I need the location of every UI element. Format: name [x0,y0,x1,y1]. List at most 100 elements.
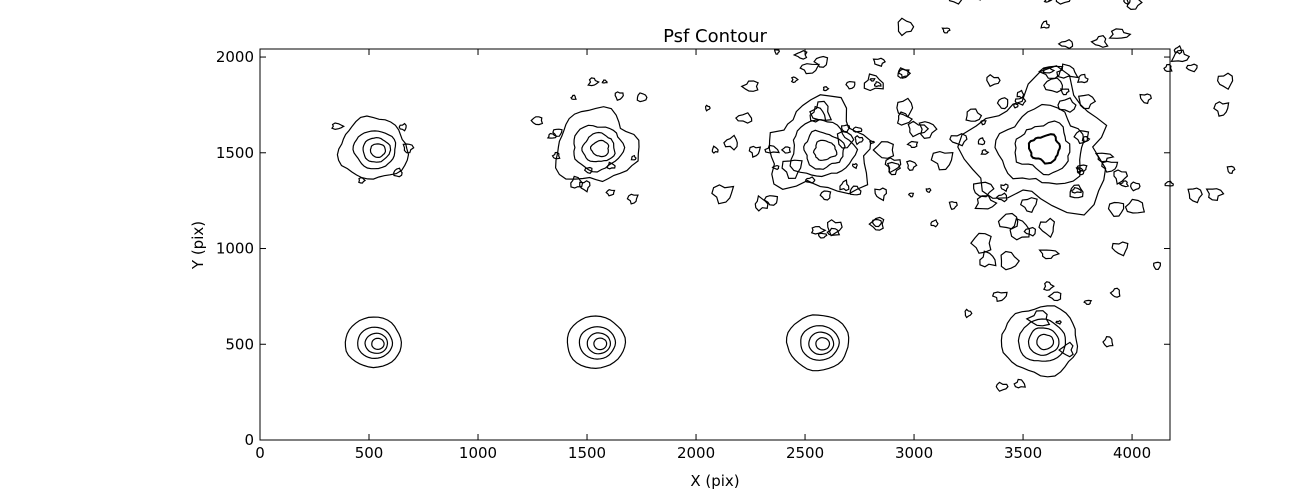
contour-line [357,326,394,360]
contour-line [587,77,600,87]
contour-line [977,137,986,146]
contour-line [1023,226,1037,237]
contour-line [826,227,841,237]
contour-line [872,57,886,67]
contour-line [1126,0,1143,11]
contour-line [845,80,856,90]
x-tick-label: 1500 [568,444,606,462]
contour-line [1038,249,1061,260]
contour-line [840,124,851,133]
contour-line [941,27,951,34]
contour-line [957,65,1108,216]
contour-line [570,94,577,100]
contour-line [854,135,864,146]
contour-line [1055,0,1071,5]
contour-line [748,145,762,158]
contour-line [1173,44,1183,55]
contour-line [804,176,816,184]
contour-line [551,151,561,160]
contour-line [605,189,616,197]
contour-line [809,100,833,122]
contour-line [1043,281,1055,291]
contour-line [907,192,915,198]
contour-line [884,157,902,174]
contour-line [764,144,780,154]
contour-line [1075,164,1088,172]
contour-line [402,143,415,154]
contour-line [996,97,1009,110]
contour-line [723,134,738,151]
contour-line [906,140,919,148]
contour-line [1043,77,1064,93]
contour-line [711,145,719,154]
contour-line [704,104,711,112]
contour-line [872,218,883,228]
contour-line [763,195,779,206]
contour-line [817,232,828,239]
contour-line [948,0,963,5]
contour-line [995,192,1008,203]
contour-line [1213,101,1230,117]
x-tick-label: 2500 [786,444,824,462]
contour-line [1083,299,1093,306]
plot-frame [259,48,1171,441]
contour-line [896,97,914,118]
contour-line [874,187,888,202]
contour-line [1111,241,1129,257]
contour-line [1073,129,1090,145]
contour-line [711,184,735,205]
contour-line [1040,20,1051,29]
x-tick-label: 3500 [1004,444,1042,462]
contour-line [980,149,990,155]
contour-line [808,331,835,356]
contour-line [789,119,859,178]
contour-line [974,195,998,210]
x-tick-label: 1000 [459,444,497,462]
contour-line [1076,170,1085,176]
contour-line [780,146,792,154]
contour-line [1000,305,1079,378]
contour-line [552,128,563,137]
contour-line [965,108,983,122]
contour-line [803,129,846,170]
contour-line [994,103,1085,185]
contour-line [979,250,997,268]
contour-line [1164,180,1174,187]
contour-line [997,212,1019,230]
contour-line [583,166,593,174]
x-tick-label: 0 [255,444,265,462]
contour-line [896,111,914,126]
contour-line [626,193,639,205]
contour-line [570,175,584,189]
contour-line [358,177,367,184]
contour-line [1014,96,1027,106]
contour-line [815,337,831,351]
contour-line [991,291,1008,303]
contour-line [601,79,608,84]
contour-line [371,337,385,351]
contour-line [819,190,832,201]
contour-line [1027,133,1062,165]
contour-line [851,162,858,170]
contour-line [1109,287,1121,298]
contour-line [1057,39,1074,50]
contour-line [581,131,616,163]
contour-line [630,154,637,161]
contour-line [566,315,627,370]
contour-line [1038,65,1064,80]
contour-line [918,121,938,140]
contour-line [530,116,544,126]
contour-line [1108,28,1132,39]
contour-line [1102,335,1114,348]
contour-line [964,308,973,319]
contour-line [812,139,838,162]
contour-line [1113,169,1129,185]
contour-line [863,73,884,92]
contour-line [905,160,918,171]
contour-line [822,86,830,92]
contour-line [792,50,808,60]
contour-line [336,115,410,180]
contour-line [1017,318,1066,362]
contour-line [1043,0,1053,3]
